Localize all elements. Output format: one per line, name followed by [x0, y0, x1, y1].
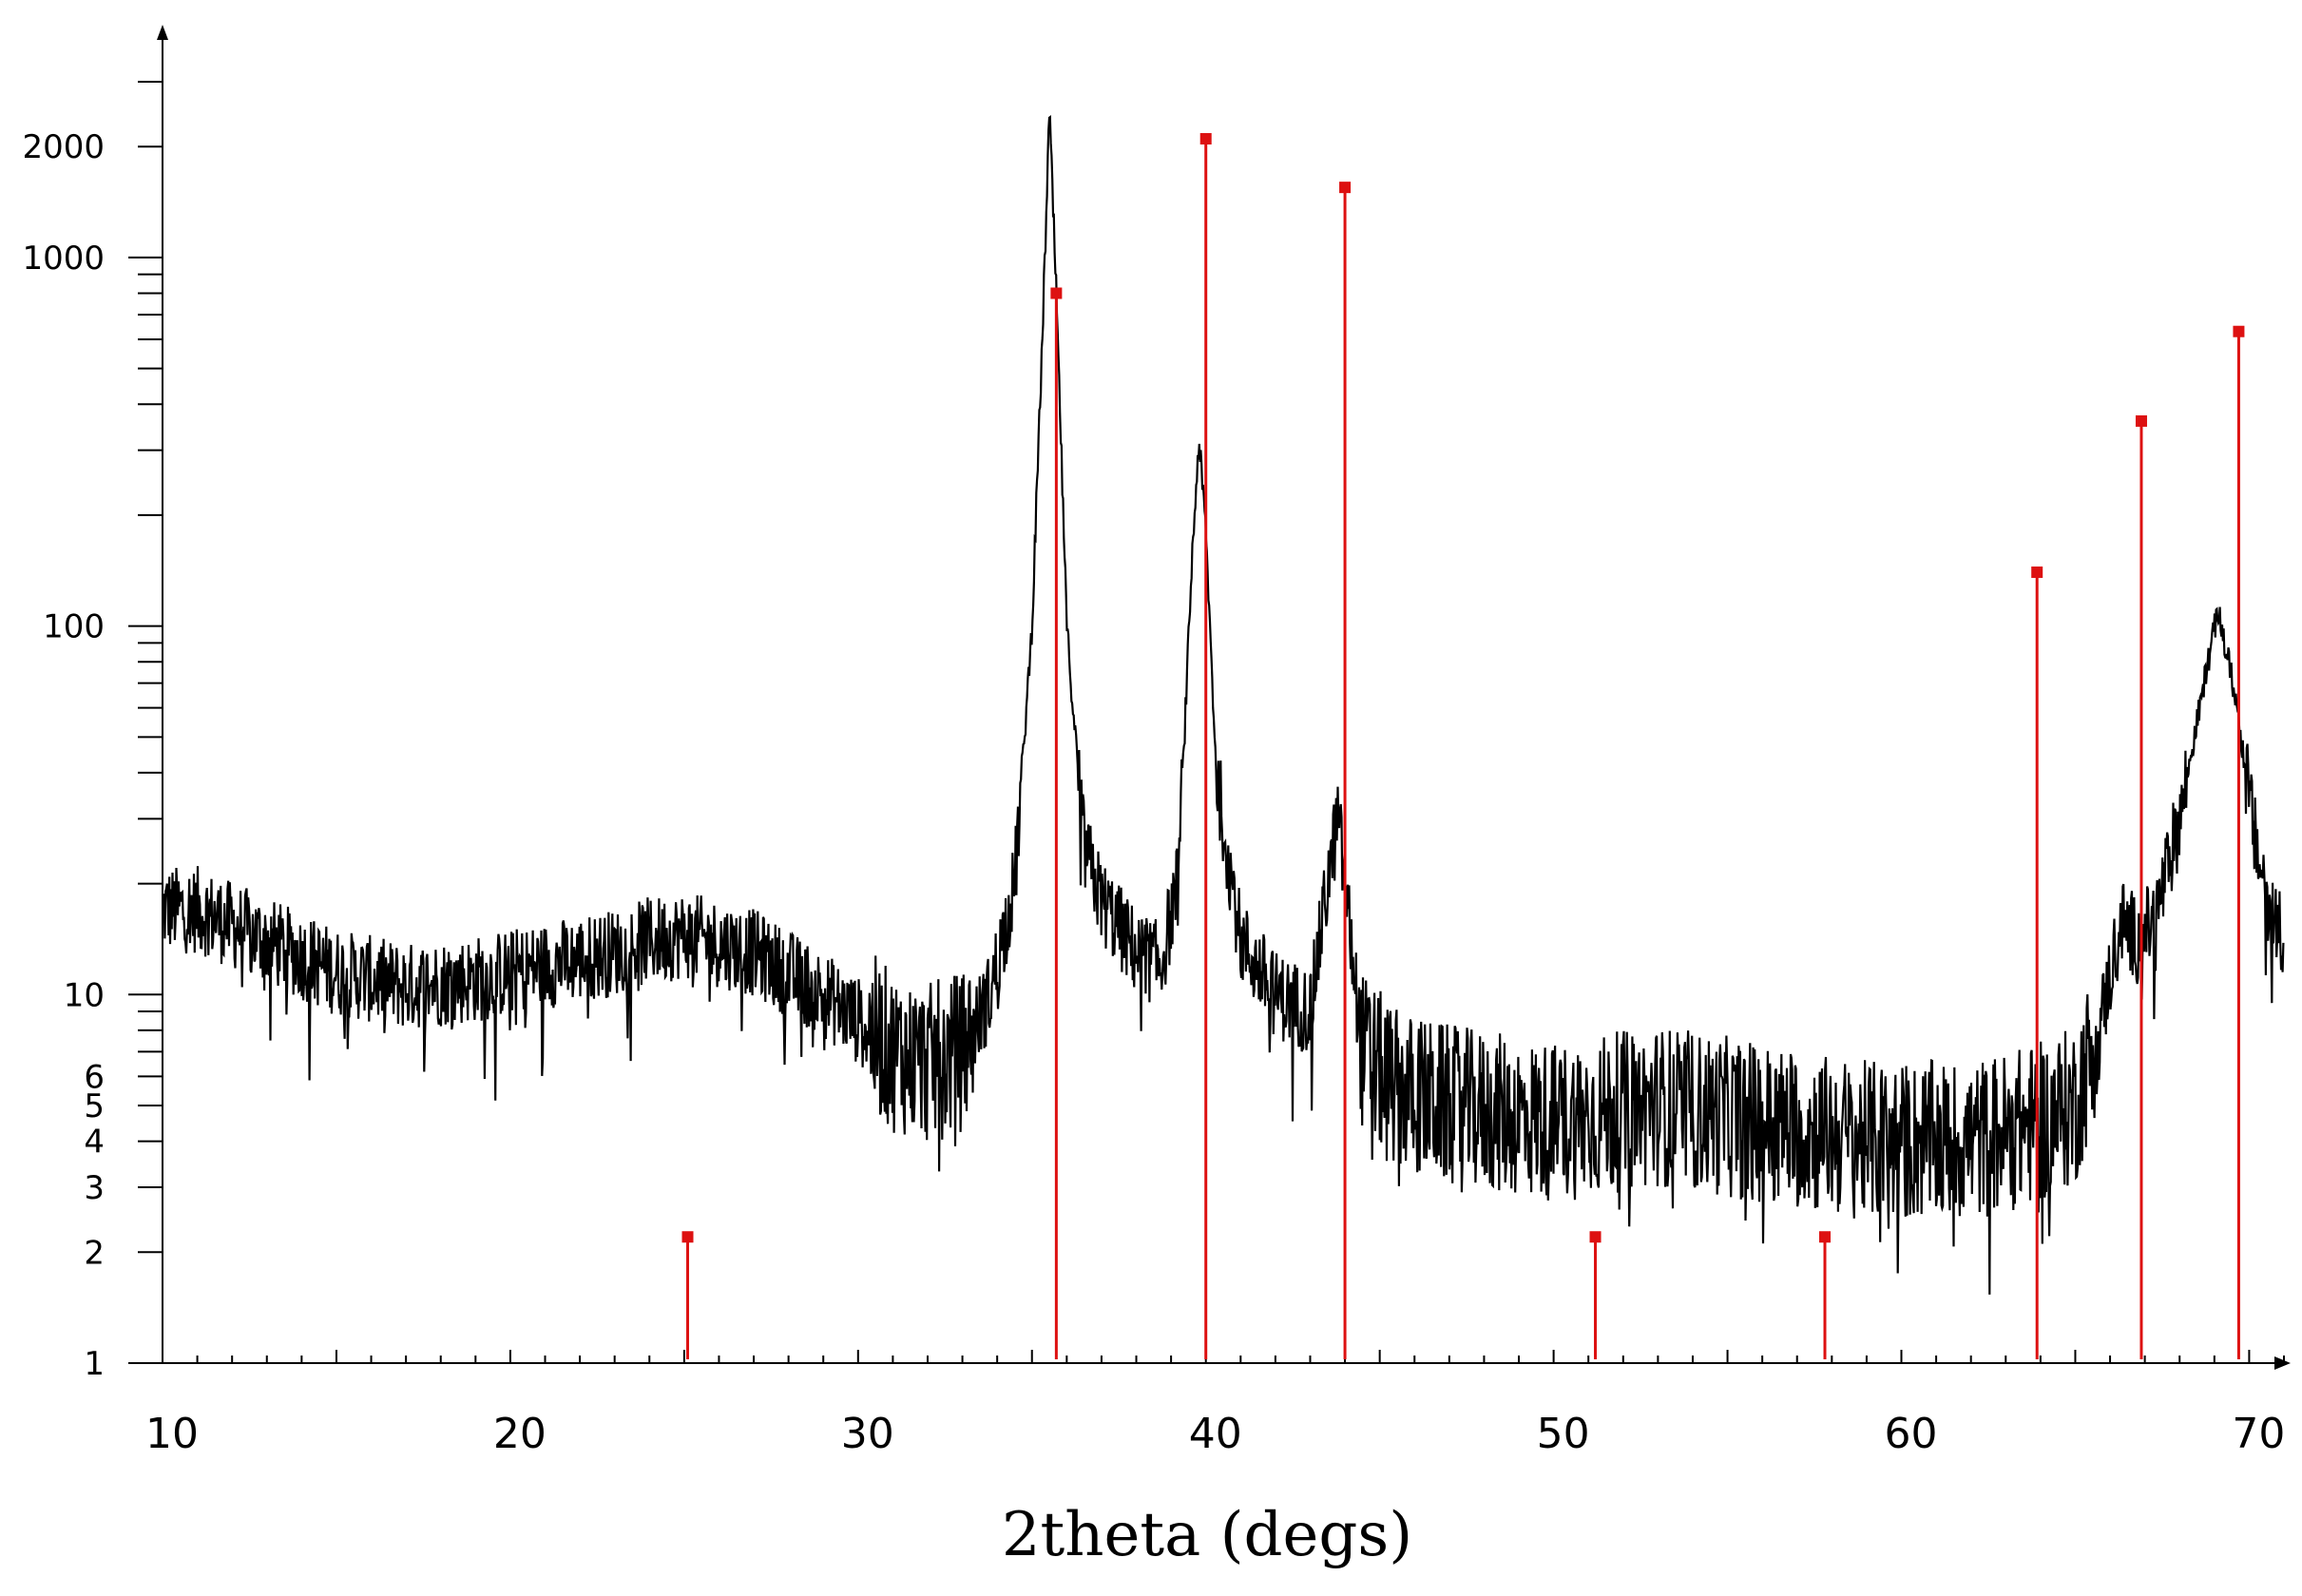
pattern-line: [161, 115, 2285, 1295]
x-tick-label: 20: [493, 1410, 547, 1458]
x-tick-label: 60: [1885, 1410, 1938, 1458]
y-tick-label: 6: [84, 1058, 105, 1096]
reference-marker: [1199, 133, 1212, 145]
y-tick-label: 1: [84, 1345, 105, 1383]
x-tick-label: 40: [1189, 1410, 1242, 1458]
y-tick-label: 10: [64, 976, 105, 1014]
x-axis-title: 2theta (degs): [1002, 1500, 1412, 1570]
reference-marker: [2233, 325, 2245, 337]
x-tick-label: 70: [2232, 1410, 2285, 1458]
x-tick-labels: 10 20 30 40 50 60 70: [145, 1410, 2285, 1458]
y-tick-labels: 1 2 3 456 10 100 1000 2000: [22, 128, 105, 1383]
y-tick-label: 1000: [22, 240, 105, 278]
series-pattern: [161, 115, 2285, 1295]
y-tick-label: 100: [43, 608, 105, 646]
y-tick-label: 2: [84, 1234, 105, 1272]
reference-marker: [2031, 566, 2043, 578]
y-tick-marks: [128, 80, 163, 1364]
reference-marker: [1589, 1231, 1602, 1243]
y-tick-label: 4: [84, 1124, 105, 1162]
reference-marker: [1819, 1231, 1832, 1243]
reference-marker: [681, 1231, 694, 1243]
x-tick-marks: [162, 1350, 2285, 1363]
y-tick-label: 5: [84, 1087, 105, 1125]
x-tick-label: 50: [1537, 1410, 1590, 1458]
y-axis-arrow: [157, 25, 168, 40]
y-tick-label: 3: [84, 1169, 105, 1207]
series-reference-stems: [681, 133, 2245, 1359]
x-axis-arrow: [2274, 1356, 2291, 1370]
y-tick-label: 2000: [22, 128, 105, 166]
reference-marker: [1339, 182, 1352, 194]
reference-marker: [1050, 287, 1063, 299]
x-tick-label: 30: [841, 1410, 894, 1458]
reference-marker: [2135, 414, 2147, 427]
x-tick-label: 10: [145, 1410, 199, 1458]
